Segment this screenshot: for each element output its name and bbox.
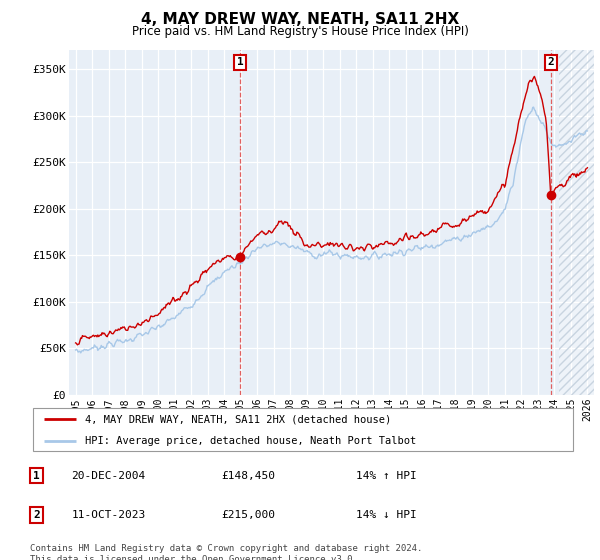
Text: £215,000: £215,000 bbox=[221, 510, 275, 520]
Text: Contains HM Land Registry data © Crown copyright and database right 2024.
This d: Contains HM Land Registry data © Crown c… bbox=[30, 544, 422, 560]
Text: 1: 1 bbox=[33, 470, 40, 480]
Text: 14% ↓ HPI: 14% ↓ HPI bbox=[356, 510, 417, 520]
Text: 4, MAY DREW WAY, NEATH, SA11 2HX: 4, MAY DREW WAY, NEATH, SA11 2HX bbox=[141, 12, 459, 27]
Text: 1: 1 bbox=[237, 58, 244, 67]
Text: 20-DEC-2004: 20-DEC-2004 bbox=[71, 470, 146, 480]
Bar bbox=[559, 50, 594, 395]
Text: 2: 2 bbox=[33, 510, 40, 520]
Text: Price paid vs. HM Land Registry's House Price Index (HPI): Price paid vs. HM Land Registry's House … bbox=[131, 25, 469, 38]
Text: 14% ↑ HPI: 14% ↑ HPI bbox=[356, 470, 417, 480]
Text: £148,450: £148,450 bbox=[221, 470, 275, 480]
Bar bbox=[559, 50, 594, 395]
Text: 4, MAY DREW WAY, NEATH, SA11 2HX (detached house): 4, MAY DREW WAY, NEATH, SA11 2HX (detach… bbox=[85, 414, 391, 424]
Text: HPI: Average price, detached house, Neath Port Talbot: HPI: Average price, detached house, Neat… bbox=[85, 436, 416, 446]
FancyBboxPatch shape bbox=[33, 408, 573, 451]
Text: 11-OCT-2023: 11-OCT-2023 bbox=[71, 510, 146, 520]
Text: 2: 2 bbox=[548, 58, 554, 67]
